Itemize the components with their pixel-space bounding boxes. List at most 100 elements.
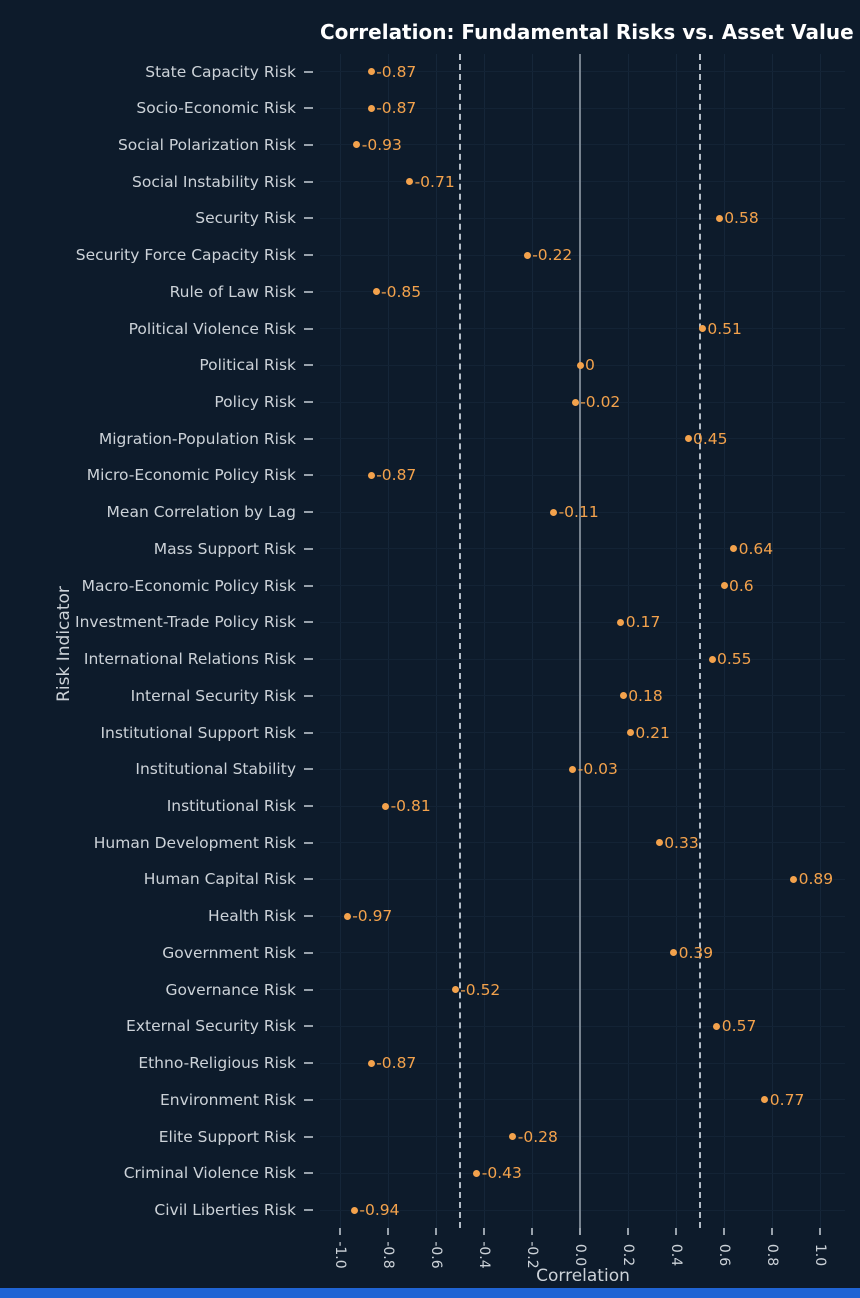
point-value-label: -0.81 (390, 797, 431, 816)
gridline-vertical (771, 54, 773, 1228)
category-label: Security Risk (195, 209, 296, 228)
y-tick (304, 143, 313, 146)
gridline-vertical (387, 54, 389, 1228)
point-value-label: 0.51 (707, 319, 742, 338)
chart-title: Correlation: Fundamental Risks vs. Asset… (320, 20, 854, 44)
category-label: Political Violence Risk (128, 319, 296, 338)
y-tick (304, 364, 313, 367)
data-point (571, 398, 579, 406)
data-point (367, 1059, 375, 1067)
data-point (576, 361, 584, 369)
y-tick (304, 988, 313, 991)
gridline-horizontal (320, 107, 845, 109)
gridline-vertical (435, 54, 437, 1228)
category-label: Mean Correlation by Lag (106, 503, 296, 522)
gridline-horizontal (320, 438, 845, 440)
y-tick (304, 584, 313, 587)
x-tick (771, 1228, 773, 1235)
gridline-horizontal (320, 1025, 845, 1027)
gridline-vertical (339, 54, 341, 1228)
point-value-label: -0.87 (376, 99, 417, 118)
x-tick (339, 1228, 341, 1235)
y-tick (304, 437, 313, 440)
data-point (350, 1206, 358, 1214)
category-label: Rule of Law Risk (169, 282, 296, 301)
category-label: Internal Security Risk (130, 686, 296, 705)
data-point (343, 912, 351, 920)
gridline-horizontal (320, 1172, 845, 1174)
data-point (761, 1096, 769, 1104)
y-tick (304, 658, 313, 661)
y-tick (304, 915, 313, 918)
point-value-label: -0.43 (481, 1164, 522, 1183)
y-tick (304, 327, 313, 330)
x-tick-label: -0.8 (380, 1241, 396, 1269)
x-tick (435, 1228, 437, 1235)
y-tick (304, 511, 313, 514)
x-tick-label: -0.6 (428, 1241, 444, 1269)
category-label: Institutional Risk (166, 797, 296, 816)
bottom-bar (0, 1288, 860, 1298)
gridline-horizontal (320, 1209, 845, 1211)
point-value-label: 0.6 (729, 576, 754, 595)
category-label: Security Force Capacity Risk (75, 246, 296, 265)
point-value-label: -0.94 (359, 1201, 400, 1220)
point-value-label: -0.03 (577, 760, 618, 779)
x-tick (819, 1228, 821, 1235)
y-tick (304, 768, 313, 771)
point-value-label: 0.33 (664, 833, 699, 852)
data-point (367, 68, 375, 75)
data-point (698, 325, 706, 333)
point-value-label: 0.21 (635, 723, 670, 742)
point-value-label: 0.17 (625, 613, 661, 632)
category-label: Environment Risk (159, 1090, 296, 1109)
y-tick (304, 254, 313, 257)
category-label: International Relations Risk (83, 650, 296, 669)
gridline-horizontal (320, 952, 845, 954)
category-label: Health Risk (208, 907, 296, 926)
data-point (730, 545, 738, 553)
gridline-horizontal (320, 878, 845, 880)
data-point (713, 1022, 721, 1030)
x-tick-label: 0.6 (716, 1243, 732, 1267)
x-tick-label: 0.8 (764, 1243, 780, 1267)
gridline-horizontal (320, 401, 845, 403)
x-tick (387, 1228, 389, 1235)
x-tick (627, 1228, 629, 1235)
gridline-vertical (627, 54, 629, 1228)
category-label: Policy Risk (214, 393, 296, 412)
data-point (617, 618, 625, 626)
y-tick (304, 951, 313, 954)
y-tick (304, 1025, 313, 1028)
data-point (523, 251, 531, 259)
x-tick-label: -0.4 (476, 1241, 492, 1269)
x-tick (483, 1228, 485, 1235)
point-value-label: -0.93 (361, 135, 402, 154)
data-point (569, 765, 577, 773)
category-label: Ethno-Religious Risk (138, 1054, 296, 1073)
category-label: State Capacity Risk (145, 62, 296, 81)
category-label: Institutional Stability (135, 760, 296, 779)
gridline-horizontal (320, 732, 845, 734)
data-point (353, 141, 361, 149)
y-tick (304, 180, 313, 183)
category-label: Mass Support Risk (153, 539, 296, 558)
data-point (790, 875, 798, 883)
gridline-horizontal (320, 585, 845, 587)
point-value-label: 0.77 (769, 1090, 805, 1109)
point-value-label: 0.55 (717, 650, 752, 669)
category-label: Migration-Population Risk (98, 429, 296, 448)
gridline-horizontal (320, 695, 845, 697)
data-point (451, 986, 459, 994)
dashed-reference-line (699, 54, 701, 1228)
gridline-horizontal (320, 291, 845, 293)
gridline-horizontal (320, 328, 845, 330)
category-label: Macro-Economic Policy Risk (81, 576, 296, 595)
category-label: Elite Support Risk (158, 1127, 296, 1146)
y-tick (304, 1062, 313, 1065)
point-value-label: -0.02 (580, 393, 621, 412)
point-value-label: -0.97 (352, 907, 393, 926)
x-tick-label: -0.2 (524, 1241, 540, 1269)
